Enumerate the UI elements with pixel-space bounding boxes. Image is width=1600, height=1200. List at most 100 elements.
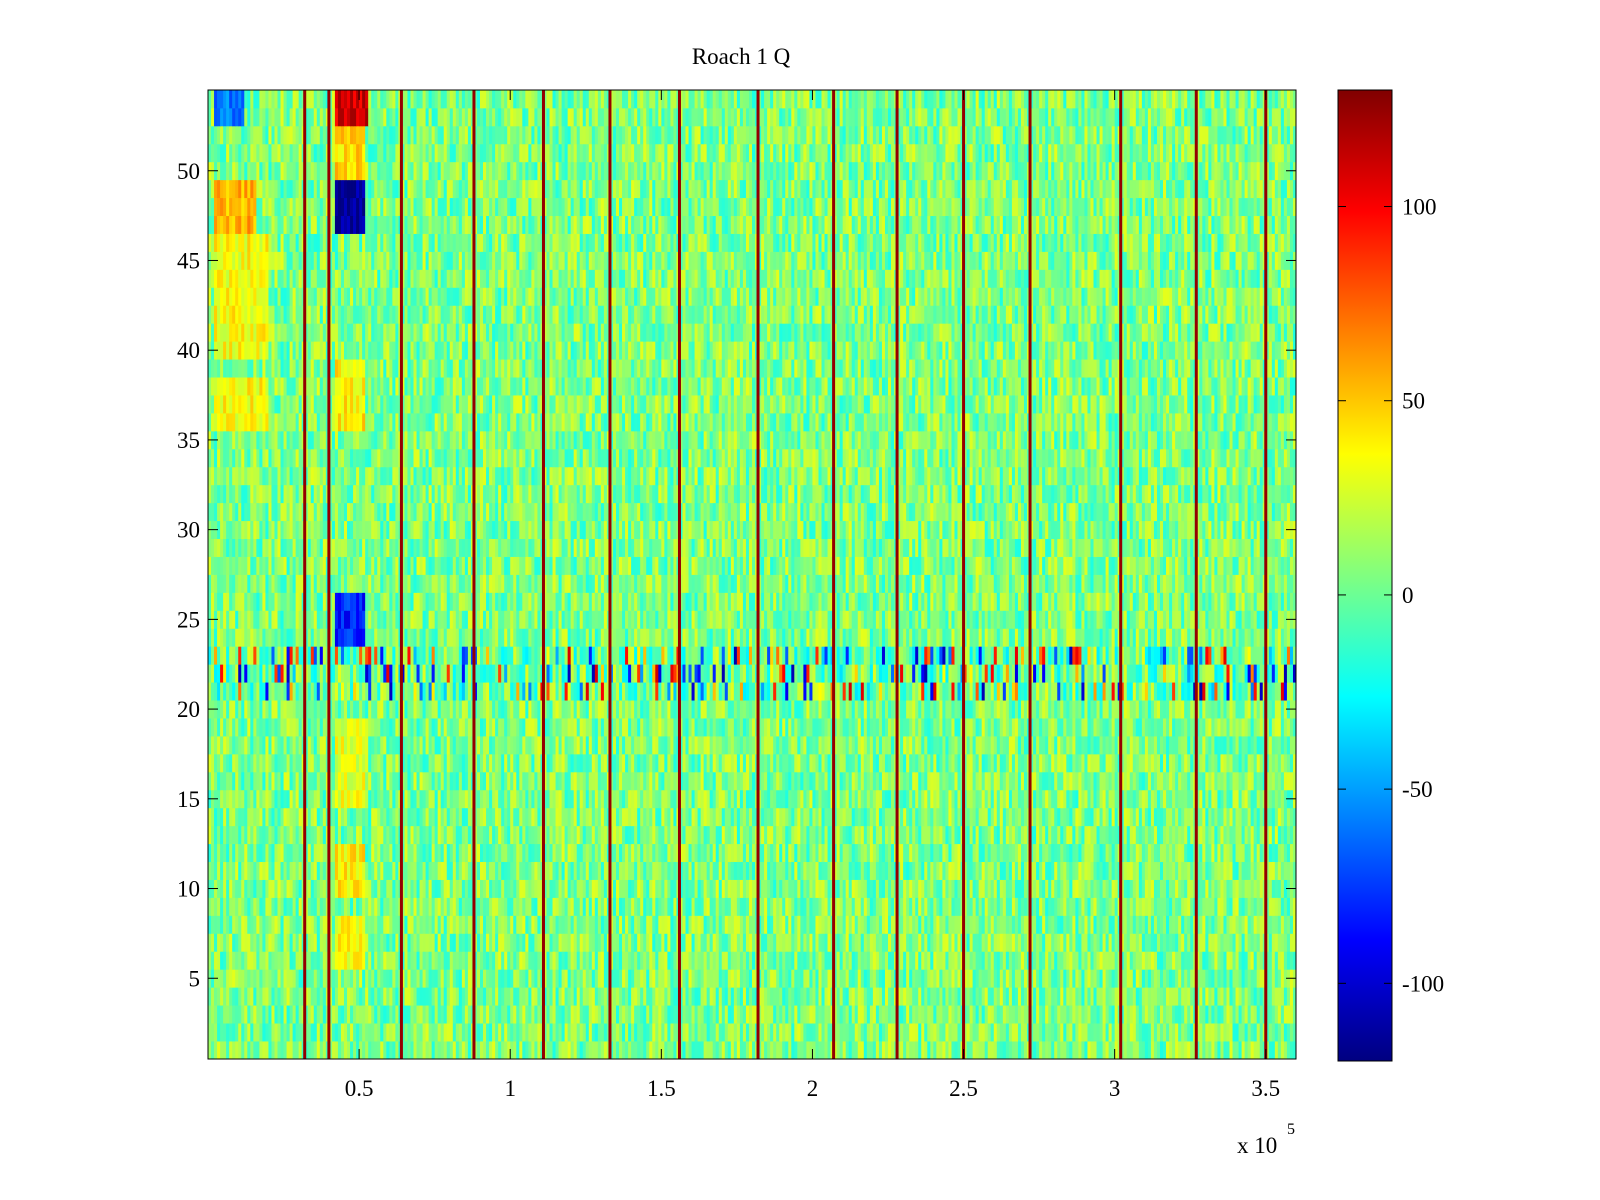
heatmap-cell	[758, 1005, 762, 1024]
heatmap-cell	[416, 969, 420, 988]
heatmap-cell	[597, 843, 602, 863]
heatmap-cell	[1250, 843, 1255, 863]
heatmap-cell	[682, 825, 686, 845]
heatmap-cell	[1014, 897, 1019, 916]
heatmap-cell	[519, 915, 523, 934]
heatmap-cell	[564, 987, 569, 1006]
heatmap-cell	[576, 879, 581, 898]
heatmap-cell	[1093, 987, 1097, 1006]
heatmap-cell	[930, 861, 934, 880]
heatmap-cell	[344, 879, 348, 898]
heatmap-cell	[525, 933, 529, 952]
heatmap-cell	[1229, 843, 1233, 863]
heatmap-cell	[265, 861, 269, 880]
heatmap-cell	[1096, 897, 1100, 916]
heatmap-cell	[489, 843, 493, 863]
heatmap-cell	[776, 807, 780, 827]
heatmap-cell	[235, 825, 239, 845]
heatmap-cell	[990, 879, 995, 898]
heatmap-cell	[637, 843, 641, 863]
heatmap-cell	[1172, 1023, 1176, 1042]
heatmap-cell	[1060, 951, 1064, 970]
heatmap-cell	[419, 987, 423, 1006]
heatmap-cell	[528, 1005, 532, 1024]
heatmap-cell	[1075, 951, 1079, 970]
heatmap-cell	[736, 843, 741, 863]
heatmap-cell	[945, 825, 949, 845]
heatmap-cell	[350, 807, 354, 827]
heatmap-cell	[727, 861, 732, 880]
heatmap-cell	[486, 933, 490, 952]
heatmap-cell	[679, 825, 683, 845]
heatmap-cell	[286, 879, 290, 898]
heatmap-cell	[1211, 1023, 1215, 1042]
heatmap-cell	[564, 1023, 569, 1042]
heatmap-cell	[875, 1023, 880, 1042]
heatmap-cell	[999, 897, 1004, 916]
heatmap-cell	[265, 897, 269, 916]
heatmap-cell	[752, 879, 756, 898]
heatmap-cell	[936, 879, 940, 898]
heatmap-cell	[643, 897, 647, 916]
heatmap-cell	[235, 951, 239, 970]
heatmap-cell	[682, 879, 686, 898]
heatmap-cell	[383, 825, 387, 845]
heatmap-cell	[652, 1023, 656, 1042]
heatmap-cell	[347, 843, 351, 863]
heatmap-cell	[498, 1041, 502, 1059]
heatmap-cell	[915, 969, 919, 988]
heatmap-cell	[727, 879, 732, 898]
heatmap-cell	[431, 1041, 436, 1059]
heatmap-cell	[292, 843, 297, 863]
heatmap-cell	[664, 843, 668, 863]
heatmap-cell	[1129, 951, 1134, 970]
heatmap-cell	[794, 951, 798, 970]
heatmap-cell	[736, 879, 741, 898]
heatmap-cell	[972, 825, 977, 845]
heatmap-cell	[576, 969, 581, 988]
heatmap-cell	[794, 1041, 798, 1059]
heatmap-cell	[652, 951, 656, 970]
heatmap-cell	[1259, 879, 1264, 898]
heatmap-cell	[833, 1023, 838, 1042]
heatmap-cell	[401, 1023, 405, 1042]
heatmap-cell	[649, 1023, 653, 1042]
heatmap-cell	[331, 951, 336, 970]
heatmap-cell	[770, 879, 774, 898]
heatmap-cell	[779, 1005, 783, 1024]
heatmap-cell	[359, 951, 363, 970]
heatmap-cell	[1011, 1023, 1016, 1042]
heatmap-cell	[304, 843, 309, 863]
heatmap-cell	[1069, 861, 1073, 880]
heatmap-cell	[999, 1023, 1004, 1042]
heatmap-cell	[1039, 987, 1043, 1006]
heatmap-cell	[1220, 843, 1224, 863]
heatmap-cell	[413, 1005, 417, 1024]
heatmap-cell	[1274, 825, 1279, 845]
heatmap-cell	[688, 897, 692, 916]
heatmap-cell	[1093, 933, 1097, 952]
heatmap-cell	[250, 987, 254, 1006]
heatmap-cell	[1163, 969, 1167, 988]
heatmap-cell	[528, 969, 532, 988]
heatmap-cell	[969, 969, 974, 988]
heatmap-cell	[897, 987, 901, 1006]
heatmap-cell	[848, 951, 853, 970]
heatmap-cell	[655, 933, 659, 952]
heatmap-cell	[455, 897, 460, 916]
heatmap-cell	[519, 951, 523, 970]
heatmap-cell	[770, 897, 774, 916]
heatmap-cell	[631, 897, 635, 916]
heatmap-cell	[1280, 1005, 1285, 1024]
heatmap-cell	[452, 951, 457, 970]
heatmap-cell	[1247, 951, 1252, 970]
heatmap-cell	[609, 843, 614, 863]
heatmap-cell	[921, 861, 925, 880]
heatmap-cell	[1184, 861, 1188, 880]
heatmap-cell	[516, 1041, 520, 1059]
heatmap-cell	[640, 807, 644, 827]
heatmap-cell	[1030, 843, 1034, 863]
heatmap-cell	[739, 879, 744, 898]
heatmap-cell	[322, 915, 327, 934]
heatmap-cell	[250, 915, 254, 934]
